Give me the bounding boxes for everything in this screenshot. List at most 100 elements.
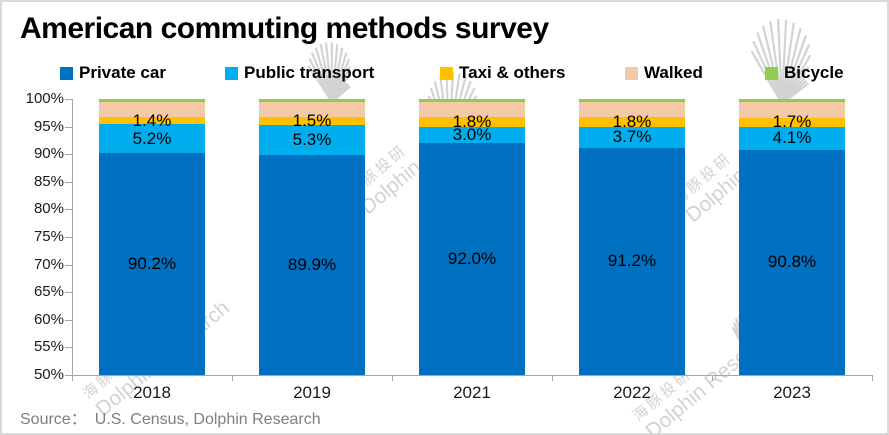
y-tick-label: 55% [33, 338, 64, 356]
y-axis-tick [65, 99, 72, 100]
data-label: 1.7% [772, 112, 812, 132]
bar-segment-taxi-others [419, 116, 525, 127]
data-label: 5.2% [132, 128, 172, 148]
bar-segment-taxi-others [579, 117, 685, 128]
fan-stroke [780, 27, 802, 105]
x-axis-line [72, 375, 873, 376]
bar-segment-bicycle [259, 99, 365, 103]
source-prefix: Source： [20, 411, 87, 428]
y-axis-tick [65, 209, 72, 211]
y-axis-tick [65, 292, 72, 294]
y-tick-label: 85% [33, 172, 64, 190]
bar-segment-public-transport [99, 124, 205, 154]
y-axis-line [72, 99, 73, 376]
legend-label: Public transport [244, 63, 375, 82]
y-axis-tick [65, 154, 72, 156]
bar-segment-taxi-others [99, 116, 205, 125]
fan-stroke [769, 21, 784, 105]
bar-segment-public-transport [739, 127, 845, 150]
x-tick-label: 2023 [773, 383, 811, 402]
y-axis-tick [65, 264, 72, 266]
y-tick-label: 95% [33, 117, 64, 135]
x-axis-tick [712, 376, 713, 381]
data-label: 1.5% [292, 111, 332, 131]
y-axis-tick [65, 347, 72, 349]
y-tick-label: 65% [33, 283, 64, 301]
y-axis-tick [65, 237, 72, 238]
bar-segment-taxi-others [259, 117, 365, 126]
bar-segment-taxi-others [739, 117, 845, 128]
fan-stroke [776, 19, 784, 105]
y-tick-label: 60% [33, 310, 64, 328]
x-axis-tick [232, 376, 233, 381]
source-text: U.S. Census, Dolphin Research [94, 411, 321, 428]
data-label: 3.7% [612, 127, 652, 147]
bar-segment-walked [579, 102, 685, 118]
y-axis-tick [65, 375, 72, 376]
bar-segment-private-car [419, 143, 525, 375]
bar-segment-public-transport [419, 126, 525, 144]
y-tick-label: 50% [33, 366, 64, 383]
source-note: Source： U.S. Census, Dolphin Research [20, 405, 321, 429]
data-label: 5.3% [292, 130, 332, 150]
bar-segment-public-transport [259, 125, 365, 155]
legend-swatch [440, 66, 453, 80]
x-tick-label: 2019 [293, 383, 331, 402]
bar-segment-walked [259, 102, 365, 118]
y-tick-label: 100% [25, 90, 64, 107]
legend-swatch [225, 66, 238, 80]
data-label: 4.1% [772, 128, 812, 148]
legend-swatch [625, 66, 638, 80]
x-tick-label: 2021 [453, 383, 491, 402]
y-tick-label: 70% [33, 255, 64, 273]
y-axis-tick [65, 181, 72, 183]
x-axis-tick [872, 376, 873, 381]
data-label: 3.0% [452, 124, 492, 144]
legend-item-public-transport: Public transport [225, 63, 374, 83]
fan-stroke [780, 22, 795, 105]
bar-segment-private-car [579, 147, 685, 375]
fan-stroke [762, 25, 784, 105]
data-label: 90.2% [127, 254, 177, 274]
data-label: 1.4% [132, 110, 172, 130]
y-axis-tick [65, 319, 72, 321]
legend-label: Walked [644, 63, 703, 82]
y-tick-label: 80% [33, 200, 64, 218]
y-tick-label: 90% [33, 145, 64, 163]
legend-item-bicycle: Bicycle [765, 63, 844, 83]
legend: Private car Public transport Taxi & others… [2, 63, 887, 85]
bar-segment-public-transport [579, 127, 685, 148]
x-tick-label: 2018 [133, 383, 171, 402]
bar-segment-walked [419, 102, 525, 117]
bar-segment-walked [739, 102, 845, 118]
data-label: 1.8% [612, 112, 652, 132]
legend-item-private-car: Private car [60, 63, 166, 83]
data-label: 90.8% [767, 252, 817, 272]
chart-title: American commuting methods survey [20, 12, 549, 45]
bar-segment-bicycle [739, 99, 845, 103]
x-axis-tick [552, 376, 553, 381]
x-tick-label: 2022 [613, 383, 651, 402]
y-tick-label: 75% [33, 228, 64, 245]
data-label: 89.9% [287, 254, 337, 274]
bar-segment-bicycle [419, 99, 525, 103]
y-axis-tick [65, 126, 72, 128]
legend-label: Taxi & others [459, 63, 566, 82]
legend-swatch [60, 66, 73, 80]
bar-segment-private-car [259, 154, 365, 375]
bar-segment-bicycle [579, 99, 685, 103]
x-axis-tick [392, 376, 393, 381]
legend-label: Bicycle [784, 63, 844, 82]
fan-stroke [780, 34, 807, 105]
bar-segment-private-car [99, 153, 205, 375]
fan-stroke [780, 19, 788, 105]
bar-segment-private-car [739, 149, 845, 375]
bar-segment-bicycle [99, 99, 205, 102]
bar-segment-walked [99, 101, 205, 117]
dolphin-fan-watermark [750, 19, 812, 105]
legend-swatch [765, 66, 778, 80]
legend-item-taxi-others: Taxi & others [440, 63, 565, 83]
data-label: 91.2% [607, 251, 657, 271]
